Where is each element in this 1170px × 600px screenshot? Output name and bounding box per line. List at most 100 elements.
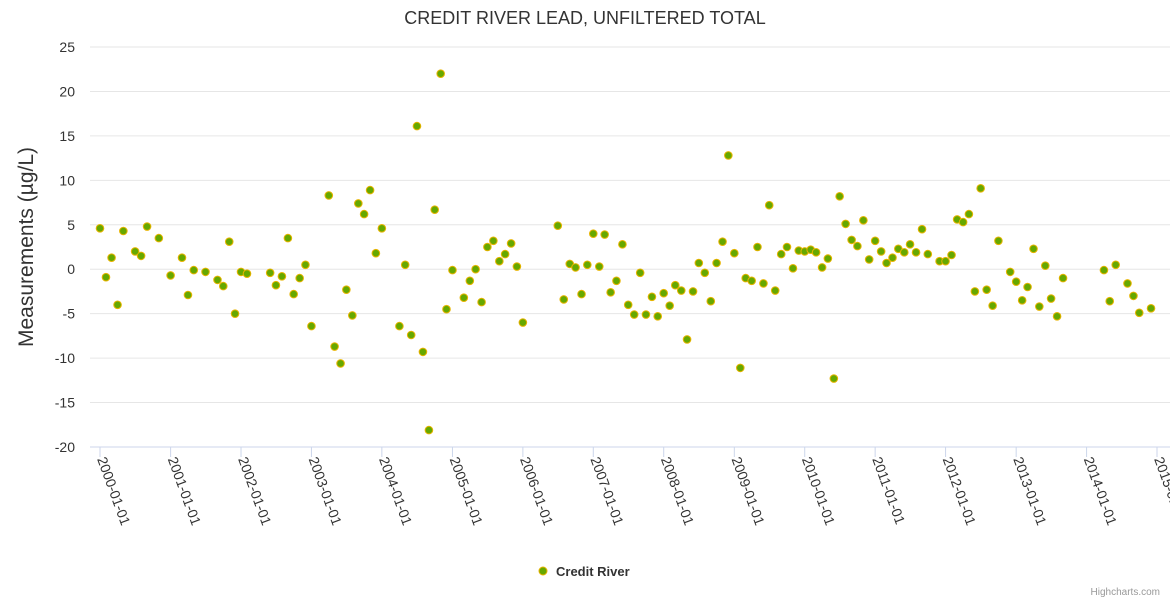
data-point[interactable] (1129, 291, 1138, 301)
data-point[interactable] (1023, 282, 1032, 292)
data-point[interactable] (500, 249, 510, 259)
data-point[interactable] (265, 268, 275, 278)
data-point[interactable] (1123, 279, 1132, 288)
data-point[interactable] (718, 237, 727, 246)
data-point[interactable] (295, 273, 304, 283)
data-point[interactable] (947, 250, 956, 260)
data-point[interactable] (506, 239, 516, 248)
data-point[interactable] (782, 242, 792, 252)
data-point[interactable] (201, 267, 210, 277)
data-point[interactable] (588, 229, 598, 238)
data-point[interactable] (1046, 294, 1056, 303)
data-point[interactable] (348, 311, 357, 320)
data-point[interactable] (136, 251, 146, 261)
data-point[interactable] (424, 425, 434, 435)
data-point[interactable] (694, 258, 704, 268)
data-point[interactable] (700, 268, 710, 278)
data-point[interactable] (747, 276, 756, 286)
data-point[interactable] (682, 335, 692, 344)
data-point[interactable] (706, 296, 716, 306)
data-point[interactable] (412, 121, 422, 131)
data-point[interactable] (647, 292, 657, 302)
data-point[interactable] (154, 233, 164, 243)
data-point[interactable] (1035, 302, 1044, 311)
data-point[interactable] (876, 247, 886, 256)
data-point[interactable] (1005, 267, 1015, 277)
data-point[interactable] (354, 199, 363, 208)
data-point[interactable] (277, 272, 287, 281)
data-point[interactable] (1105, 296, 1115, 306)
data-point[interactable] (835, 192, 844, 201)
data-point[interactable] (864, 255, 874, 264)
data-point[interactable] (471, 264, 480, 274)
data-point[interactable] (1146, 304, 1156, 313)
data-point[interactable] (788, 264, 798, 273)
data-point[interactable] (119, 226, 128, 236)
data-point[interactable] (665, 301, 674, 310)
data-point[interactable] (330, 342, 339, 351)
data-point[interactable] (859, 216, 868, 225)
data-point[interactable] (841, 219, 850, 229)
data-point[interactable] (371, 248, 381, 258)
data-point[interactable] (594, 262, 604, 271)
data-point[interactable] (230, 309, 240, 318)
data-point[interactable] (964, 209, 974, 219)
data-point[interactable] (365, 185, 375, 195)
data-point[interactable] (359, 209, 369, 219)
data-point[interactable] (811, 248, 821, 257)
data-point[interactable] (559, 295, 569, 304)
data-point[interactable] (1029, 244, 1038, 254)
data-point[interactable] (430, 205, 440, 214)
data-point[interactable] (770, 286, 780, 295)
data-point[interactable] (882, 258, 891, 268)
data-point[interactable] (395, 321, 404, 331)
data-point[interactable] (377, 224, 387, 233)
data-point[interactable] (629, 310, 639, 319)
credits-link[interactable]: Highcharts.com (1091, 587, 1160, 598)
data-point[interactable] (553, 221, 563, 230)
data-point[interactable] (600, 230, 609, 239)
data-point[interactable] (670, 280, 680, 290)
data-point[interactable] (899, 248, 909, 257)
legend-label-credit-river[interactable]: Credit River (556, 564, 630, 579)
data-point[interactable] (324, 191, 334, 200)
data-point[interactable] (495, 256, 504, 266)
data-point[interactable] (336, 359, 345, 368)
data-point[interactable] (101, 272, 111, 282)
data-point[interactable] (183, 290, 193, 300)
data-point[interactable] (724, 151, 733, 160)
data-point[interactable] (623, 300, 633, 310)
data-point[interactable] (635, 268, 645, 278)
data-point[interactable] (958, 217, 968, 227)
data-point[interactable] (483, 242, 492, 252)
data-point[interactable] (224, 237, 234, 246)
data-point[interactable] (1111, 260, 1121, 270)
data-point[interactable] (436, 69, 445, 78)
data-point[interactable] (1058, 273, 1068, 283)
data-point[interactable] (988, 301, 997, 310)
data-point[interactable] (917, 224, 927, 234)
data-point[interactable] (442, 304, 451, 314)
data-point[interactable] (418, 347, 428, 357)
data-point[interactable] (676, 286, 686, 295)
data-point[interactable] (982, 285, 991, 294)
data-point[interactable] (905, 240, 915, 249)
data-point[interactable] (994, 236, 1003, 246)
data-point[interactable] (142, 222, 152, 231)
data-point[interactable] (823, 254, 833, 263)
data-point[interactable] (95, 224, 105, 233)
data-point[interactable] (130, 247, 140, 256)
data-point[interactable] (189, 265, 199, 275)
data-point[interactable] (307, 321, 316, 331)
data-point[interactable] (512, 262, 522, 271)
data-point[interactable] (406, 330, 416, 340)
data-point[interactable] (923, 249, 933, 259)
data-point[interactable] (888, 253, 897, 262)
data-point[interactable] (618, 240, 627, 249)
data-point[interactable] (1011, 277, 1021, 286)
data-point[interactable] (829, 374, 839, 383)
data-point[interactable] (641, 310, 651, 319)
data-point[interactable] (853, 241, 862, 251)
data-point[interactable] (448, 265, 457, 275)
data-point[interactable] (753, 242, 762, 252)
